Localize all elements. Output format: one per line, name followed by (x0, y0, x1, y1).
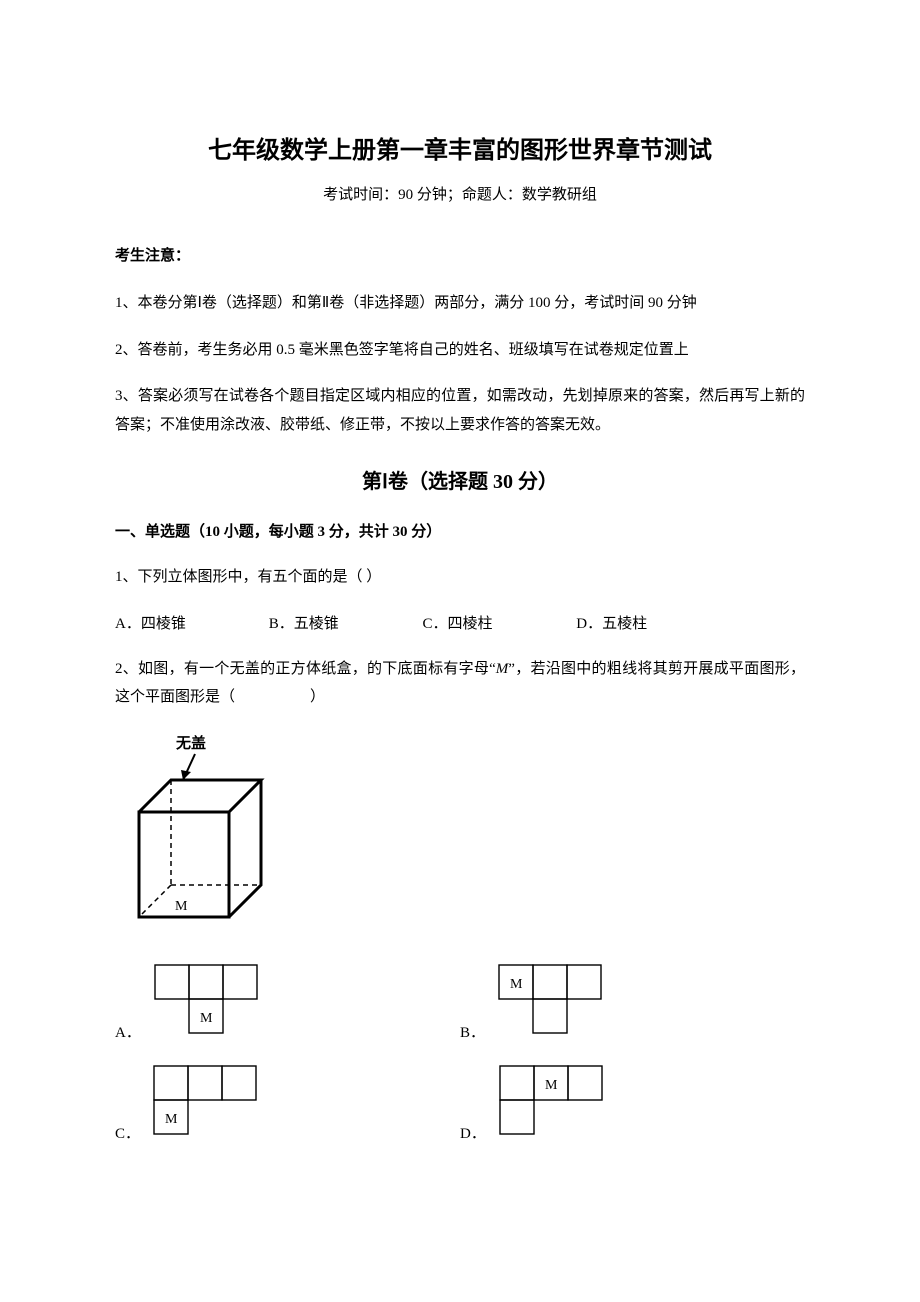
section-1-heading: 第Ⅰ卷（选择题 30 分） (115, 465, 805, 494)
notice-2: 2、答卷前，考生务必用 0.5 毫米黑色签字笔将自己的姓名、班级填写在试卷规定位… (115, 336, 805, 365)
q2-opt-b-label: B． (460, 1021, 485, 1044)
q2-stem: 2、如图，有一个无盖的正方体纸盒，的下底面标有字母“M”，若沿图中的粗线将其剪开… (115, 655, 805, 712)
q2-opts-row-2: C． M D． (115, 1062, 805, 1145)
cube-m-label: M (175, 899, 188, 914)
opt-d-m: M (545, 1078, 558, 1093)
q2-opt-c-wrap: C． M (115, 1062, 460, 1145)
notice-heading: 考生注意： (115, 244, 805, 265)
q2-opt-d-figure: M (492, 1062, 610, 1145)
q2-opt-a-wrap: A． M (115, 961, 460, 1044)
notice-3: 3、答案必须写在试卷各个题目指定区域内相应的位置，如需改动，先划掉原来的答案，然… (115, 382, 805, 439)
q1-opt-a: A．四棱锥 (115, 612, 265, 633)
cube-right-edges (229, 780, 261, 917)
q2-opt-d-wrap: D． M (460, 1062, 805, 1145)
cube-svg: 无盖 M (121, 732, 281, 932)
cube-top-edges (139, 780, 261, 812)
q2-opt-d-label: D． (460, 1122, 486, 1145)
opt-b-m: M (510, 977, 523, 992)
q2-opt-c-figure: M (146, 1062, 264, 1145)
q2-opt-c-label: C． (115, 1122, 140, 1145)
opt-c-m: M (165, 1112, 178, 1127)
q1-stem: 1、下列立体图形中，有五个面的是（ ） (115, 563, 805, 592)
q2-opt-b-figure: M (491, 961, 609, 1044)
q2-opt-a-label: A． (115, 1021, 141, 1044)
cube-hidden-bottom-left (139, 885, 171, 917)
q2-cube-figure: 无盖 M (121, 732, 805, 937)
notice-1: 1、本卷分第Ⅰ卷（选择题）和第Ⅱ卷（非选择题）两部分，满分 100 分，考试时间… (115, 289, 805, 318)
q2-opts-row-1: A． M B． (115, 961, 805, 1044)
doc-subtitle: 考试时间：90 分钟；命题人：数学教研组 (115, 183, 805, 204)
q2-opt-b-wrap: B． M (460, 961, 805, 1044)
q2-opt-a-figure: M (147, 961, 265, 1044)
q1-opt-d: D．五棱柱 (576, 612, 726, 633)
q2-stem-pre: 2、如图，有一个无盖的正方体纸盒，的下底面标有字母“ (115, 661, 496, 677)
page: 七年级数学上册第一章丰富的图形世界章节测试 考试时间：90 分钟；命题人：数学教… (0, 0, 920, 1302)
cube-top-label-text: 无盖 (175, 734, 206, 752)
subsection-1-heading: 一、单选题（10 小题，每小题 3 分，共计 30 分） (115, 520, 805, 541)
q1-options: A．四棱锥 B．五棱锥 C．四棱柱 D．五棱柱 (115, 612, 805, 633)
q1-opt-c: C．四棱柱 (423, 612, 573, 633)
q1-opt-b: B．五棱锥 (269, 612, 419, 633)
opt-a-m: M (200, 1011, 213, 1026)
q2-stem-m: M (496, 661, 509, 677)
doc-title: 七年级数学上册第一章丰富的图形世界章节测试 (115, 130, 805, 165)
